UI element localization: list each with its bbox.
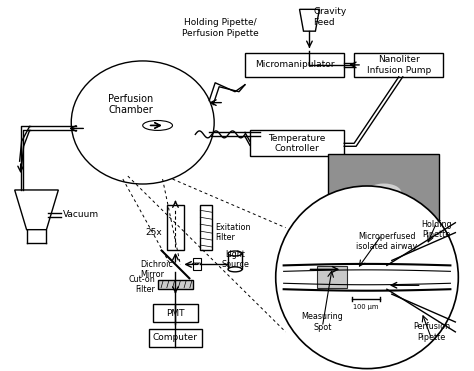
Ellipse shape [228,267,242,272]
Text: Cut-on
Filter: Cut-on Filter [128,275,155,294]
Ellipse shape [373,188,381,196]
FancyBboxPatch shape [158,280,193,289]
Text: Exitation
Filter: Exitation Filter [215,223,251,242]
Text: 100 μm: 100 μm [353,304,379,310]
Circle shape [276,186,458,369]
Text: Holding
Pipette: Holding Pipette [421,220,452,239]
Polygon shape [15,190,58,230]
FancyBboxPatch shape [193,259,201,270]
Text: Dichroic
Mirror: Dichroic Mirror [141,260,173,279]
Text: Holding Pipette/
Perfusion Pipette: Holding Pipette/ Perfusion Pipette [182,18,258,38]
Text: Temperature
Controller: Temperature Controller [268,134,326,153]
FancyBboxPatch shape [166,206,184,250]
Text: Perfusion
Chamber: Perfusion Chamber [108,94,154,115]
FancyBboxPatch shape [228,253,242,269]
Ellipse shape [366,184,401,201]
Text: Gravity
Feed: Gravity Feed [313,7,346,27]
Text: Computer: Computer [153,334,198,342]
Text: Measuring
Spot: Measuring Spot [301,312,343,332]
Ellipse shape [228,251,242,256]
Text: Light
Source: Light Source [221,250,249,269]
Text: Microperfused
isolated airway: Microperfused isolated airway [356,232,418,251]
FancyBboxPatch shape [250,131,344,156]
FancyBboxPatch shape [328,154,439,221]
Text: Micromanipulator: Micromanipulator [255,60,334,69]
Ellipse shape [143,121,173,131]
FancyBboxPatch shape [149,329,202,347]
FancyBboxPatch shape [153,304,198,322]
Text: Perfusion
Pipette: Perfusion Pipette [413,322,450,342]
Ellipse shape [375,187,393,197]
Text: Vacuum: Vacuum [64,210,100,219]
Ellipse shape [71,61,214,184]
Text: PMT: PMT [166,309,185,318]
FancyBboxPatch shape [318,266,347,288]
Text: Nanoliter
Infusion Pump: Nanoliter Infusion Pump [367,55,431,75]
Text: 25x: 25x [146,228,163,237]
FancyBboxPatch shape [201,206,212,250]
FancyBboxPatch shape [245,53,344,77]
FancyBboxPatch shape [354,53,444,77]
Polygon shape [300,9,319,31]
